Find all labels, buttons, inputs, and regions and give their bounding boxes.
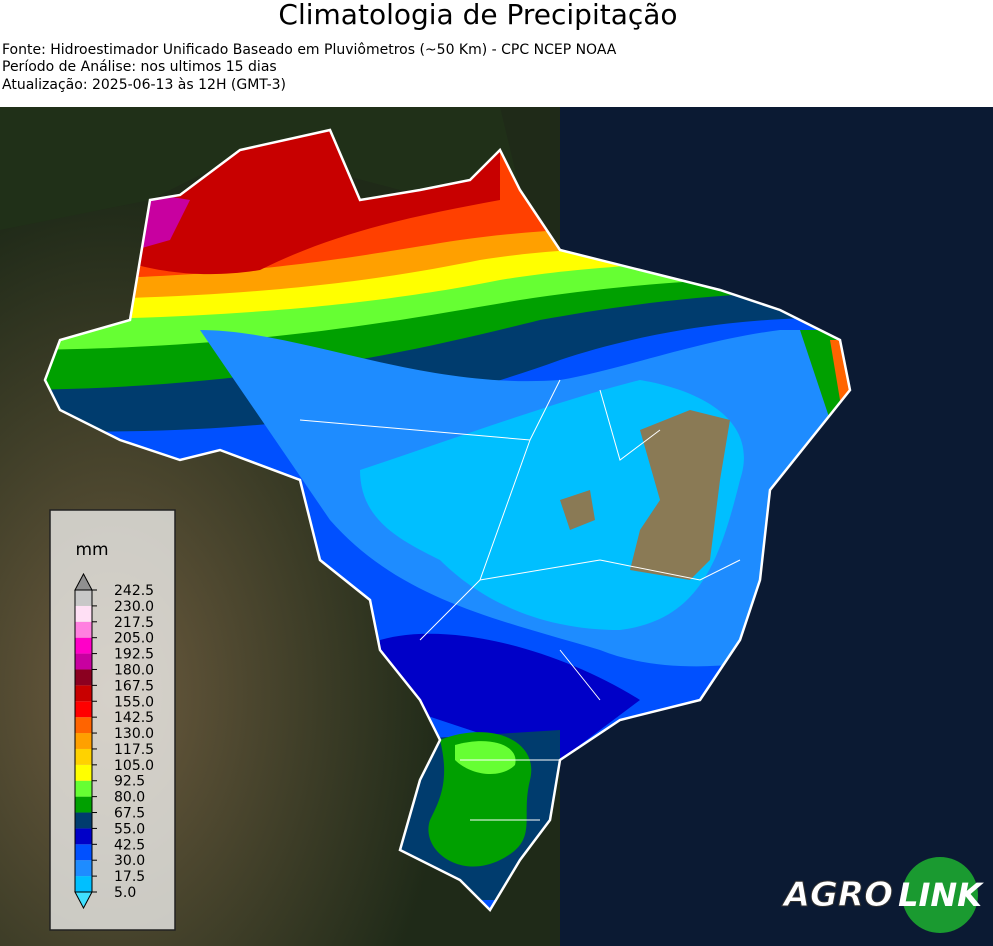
colorbar-bin xyxy=(75,844,92,861)
colorbar-bin xyxy=(75,605,92,622)
north-land xyxy=(0,107,520,230)
colorbar-label: 17.5 xyxy=(114,869,145,885)
colorbar-label: 205.0 xyxy=(114,631,154,647)
colorbar-bin xyxy=(75,637,92,654)
colorbar-label: 67.5 xyxy=(114,806,145,822)
colorbar-bin xyxy=(75,812,92,829)
header-bg xyxy=(0,0,993,107)
colorbar-bin xyxy=(75,669,92,686)
colorbar-bin xyxy=(75,780,92,797)
colorbar-label: 5.0 xyxy=(114,885,136,901)
country-border xyxy=(43,128,852,913)
logo-agro: AGRO xyxy=(781,875,893,915)
update-line: Atualização: 2025-06-13 às 12H (GMT-3) xyxy=(2,77,286,93)
colorbar-label: 192.5 xyxy=(114,647,154,663)
colorbar-label: 117.5 xyxy=(114,742,154,758)
colorbar-bin xyxy=(75,876,92,892)
colorbar-label: 30.0 xyxy=(114,853,145,869)
colorbar-bin xyxy=(75,717,92,734)
period-line: Período de Análise: nos ultimos 15 dias xyxy=(2,59,277,75)
source-line: Fonte: Hidroestimador Unificado Baseado … xyxy=(2,42,617,58)
colorbar-label: 217.5 xyxy=(114,615,154,631)
colorbar-bin xyxy=(75,701,92,718)
colorbar-label: 80.0 xyxy=(114,790,145,806)
colorbar-bin xyxy=(75,764,92,781)
colorbar-label: 105.0 xyxy=(114,758,154,774)
dry-area xyxy=(630,410,730,580)
state-borders xyxy=(299,379,741,821)
colorbar-bin xyxy=(75,621,92,638)
colorbar-label: 130.0 xyxy=(114,726,154,742)
legend-unit: mm xyxy=(75,540,108,560)
logo-link: LINK xyxy=(898,876,984,914)
precip-band xyxy=(455,741,516,775)
colorbar-bin xyxy=(75,653,92,670)
colorbar-label: 142.5 xyxy=(114,710,154,726)
colorbar-label: 180.0 xyxy=(114,662,154,678)
colorbar-bin xyxy=(75,748,92,765)
colorbar-label: 92.5 xyxy=(114,774,145,790)
legend-box xyxy=(49,509,176,931)
colorbar-bin xyxy=(75,733,92,749)
colorbar-label: 42.5 xyxy=(114,837,145,853)
precip-band xyxy=(380,633,640,760)
colorbar-frame xyxy=(74,589,93,893)
colorbar-label: 167.5 xyxy=(114,678,154,694)
colorbar-label: 55.0 xyxy=(114,821,145,837)
colorbar: 5.017.530.042.555.067.580.092.5105.0117.… xyxy=(74,572,154,910)
colorbar-bin xyxy=(75,860,92,877)
colorbar-bin xyxy=(75,828,92,845)
colorbar-bin xyxy=(75,590,92,606)
title: Climatologia de Precipitação xyxy=(278,0,677,31)
colorbar-bin xyxy=(75,685,92,702)
colorbar-label: 242.5 xyxy=(114,583,154,599)
logo-circle xyxy=(902,857,978,933)
colorbar-bin xyxy=(75,796,92,813)
dry-area xyxy=(560,490,595,530)
colorbar-label: 230.0 xyxy=(114,599,154,615)
colorbar-label: 155.0 xyxy=(114,694,154,710)
